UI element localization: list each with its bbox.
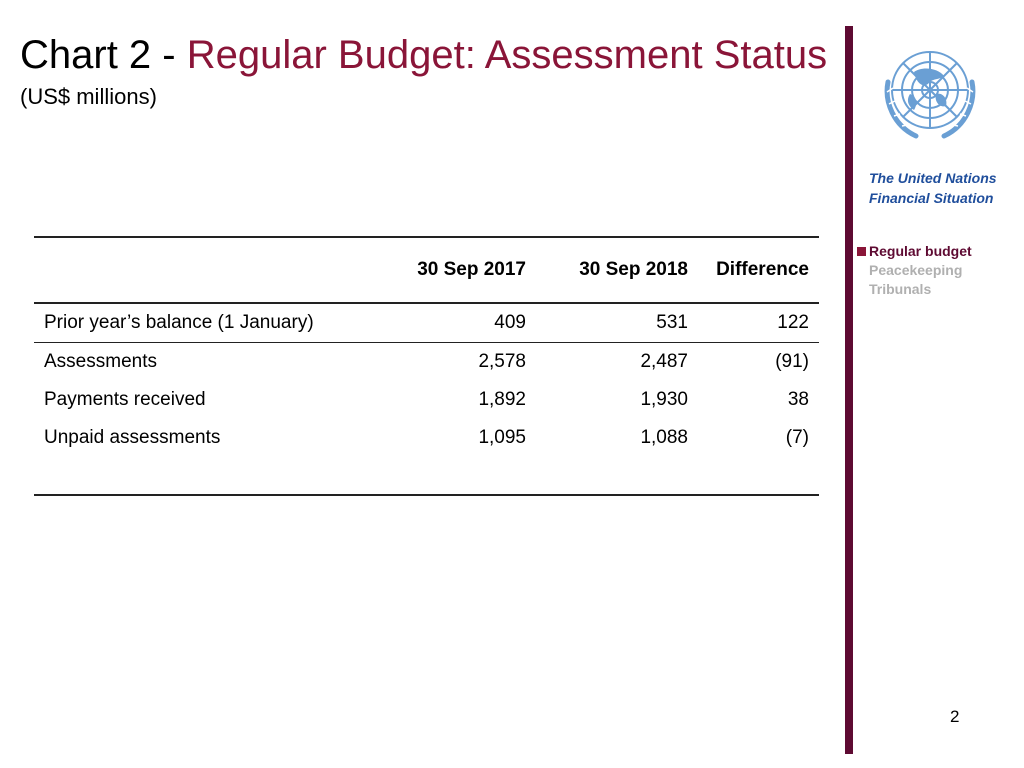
column-header-2018: 30 Sep 2018 bbox=[536, 238, 698, 304]
cell-difference: 38 bbox=[787, 389, 809, 410]
data-table: 30 Sep 2017 30 Sep 2018 Difference Prior… bbox=[34, 238, 819, 457]
table-row: Prior year’s balance (1 January) 409 531… bbox=[34, 303, 819, 343]
side-caption: The United Nations Financial Situation bbox=[869, 168, 1019, 208]
column-header-2017: 30 Sep 2017 bbox=[374, 238, 536, 304]
side-caption-line2: Financial Situation bbox=[869, 190, 994, 206]
row-label: Payments received bbox=[44, 389, 206, 410]
cell-2017: 2,578 bbox=[478, 351, 526, 372]
cell-2018: 1,088 bbox=[640, 427, 688, 448]
cell-2017: 1,892 bbox=[478, 389, 526, 410]
table-row: Payments received 1,892 1,930 38 bbox=[34, 381, 819, 419]
row-label: Assessments bbox=[44, 351, 157, 372]
nav-item-tribunals[interactable]: Tribunals bbox=[857, 280, 1017, 299]
nav-item-label: Peacekeeping bbox=[869, 262, 963, 278]
active-square-icon bbox=[857, 247, 866, 256]
cell-2018: 2,487 bbox=[640, 351, 688, 372]
cell-2017: 1,095 bbox=[478, 427, 526, 448]
row-label: Prior year’s balance (1 January) bbox=[34, 303, 374, 343]
nav-item-label: Tribunals bbox=[869, 281, 932, 297]
un-emblem-logo bbox=[870, 42, 990, 152]
table-row: Assessments 2,578 2,487 (91) bbox=[34, 343, 819, 382]
table-row: Unpaid assessments 1,095 1,088 (7) bbox=[34, 419, 819, 457]
vertical-divider-bar bbox=[845, 26, 853, 754]
cell-difference: (7) bbox=[785, 427, 809, 448]
page-subtitle: (US$ millions) bbox=[20, 84, 157, 109]
section-nav: Regular budget Peacekeeping Tribunals bbox=[857, 242, 1017, 299]
cell-2018: 531 bbox=[536, 303, 698, 343]
cell-difference: 122 bbox=[698, 303, 819, 343]
un-emblem-icon bbox=[884, 51, 976, 139]
assessment-status-table: 30 Sep 2017 30 Sep 2018 Difference Prior… bbox=[34, 236, 819, 496]
title-prefix: Chart 2 - bbox=[20, 33, 176, 77]
column-header-label bbox=[34, 238, 374, 304]
column-header-difference: Difference bbox=[698, 238, 819, 304]
cell-2017: 409 bbox=[374, 303, 536, 343]
nav-item-regular-budget[interactable]: Regular budget bbox=[857, 242, 1017, 261]
cell-2018: 1,930 bbox=[640, 389, 688, 410]
nav-item-label: Regular budget bbox=[869, 243, 972, 259]
title-main: Regular Budget: Assessment Status bbox=[186, 33, 828, 77]
table-header-row: 30 Sep 2017 30 Sep 2018 Difference bbox=[34, 238, 819, 304]
row-label: Unpaid assessments bbox=[44, 427, 221, 448]
page-number: 2 bbox=[950, 707, 960, 726]
page-title: Chart 2 - Regular Budget: Assessment Sta… bbox=[20, 32, 827, 78]
side-caption-line1: The United Nations bbox=[869, 170, 997, 186]
nav-item-peacekeeping[interactable]: Peacekeeping bbox=[857, 261, 1017, 280]
cell-difference: (91) bbox=[775, 351, 809, 372]
